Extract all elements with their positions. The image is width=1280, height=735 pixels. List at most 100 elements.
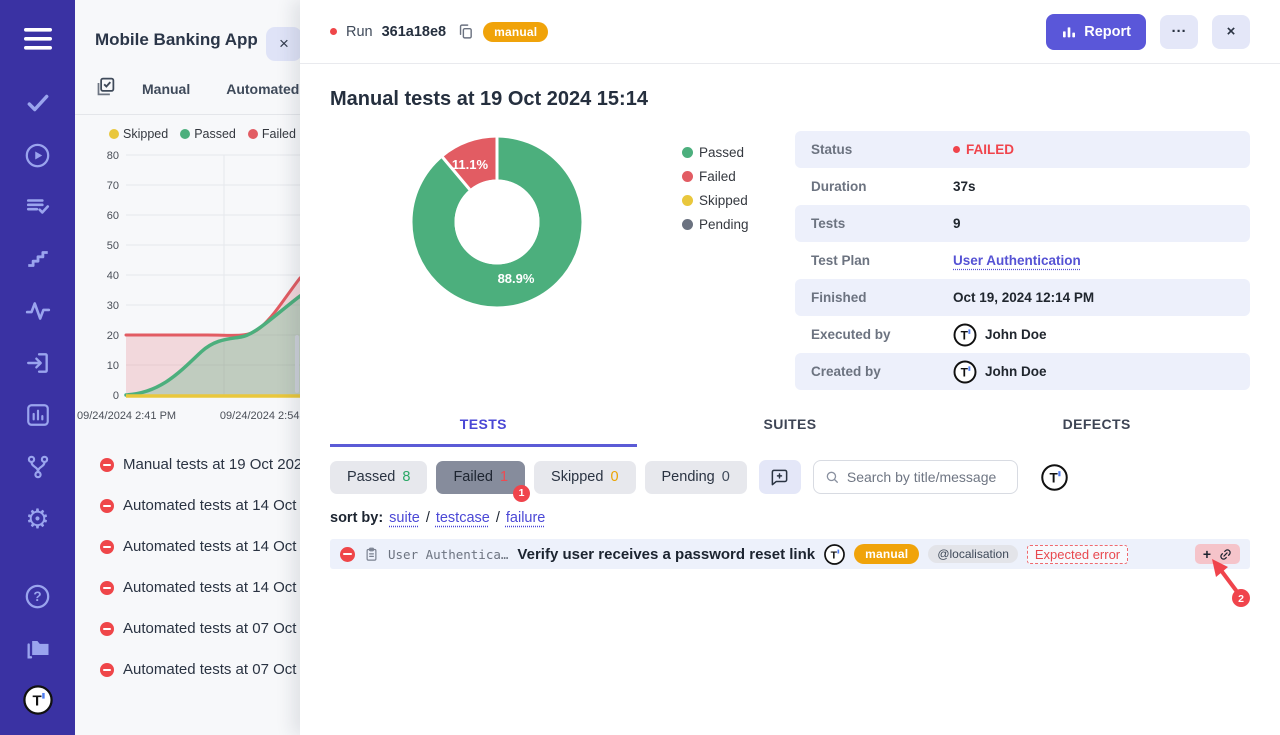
tab-automated[interactable]: Automated bbox=[226, 81, 299, 97]
report-chart-icon bbox=[1061, 24, 1077, 40]
report-button[interactable]: Report bbox=[1046, 14, 1146, 50]
run-type-badge: manual bbox=[483, 22, 548, 42]
skipped-dot bbox=[109, 129, 119, 139]
svg-text:50: 50 bbox=[107, 240, 119, 252]
close-run-button[interactable]: × bbox=[1212, 15, 1250, 49]
summary-row-created-by: Created by TJohn Doe bbox=[795, 353, 1250, 390]
avatar: T bbox=[953, 323, 977, 347]
filter-skipped-button[interactable]: Skipped0 bbox=[534, 461, 635, 494]
failed-minus-icon bbox=[100, 663, 114, 677]
run-list-item[interactable]: Automated tests at 14 Oct 2024 bbox=[75, 526, 300, 567]
failed-minus-icon bbox=[100, 581, 114, 595]
bar-chart-icon[interactable] bbox=[23, 400, 53, 430]
svg-text:T: T bbox=[831, 549, 838, 561]
legend-failed: Failed bbox=[682, 169, 749, 184]
summary-row-duration: Duration 37s bbox=[795, 168, 1250, 205]
search-input[interactable] bbox=[847, 469, 1006, 485]
project-panel-close-button[interactable]: × bbox=[266, 27, 302, 61]
steps-icon[interactable] bbox=[23, 244, 53, 274]
run-detail-panel: Run 361a18e8 manual Report ··· × Manual … bbox=[300, 0, 1280, 735]
summary-row-executed-by: Executed by TJohn Doe bbox=[795, 316, 1250, 353]
more-actions-button[interactable]: ··· bbox=[1160, 15, 1198, 49]
annotation-step-1: 1 bbox=[513, 485, 530, 502]
sign-in-icon[interactable] bbox=[23, 348, 53, 378]
svg-text:10: 10 bbox=[107, 360, 119, 372]
svg-text:40: 40 bbox=[107, 270, 119, 282]
panel-scrollbar[interactable] bbox=[295, 335, 299, 393]
failed-minus-icon bbox=[100, 540, 114, 554]
filter-failed-button[interactable]: Failed11 bbox=[436, 461, 525, 494]
failed-minus-icon bbox=[100, 499, 114, 513]
run-summary-table: Status FAILED Duration 37s Tests 9 Test … bbox=[795, 131, 1250, 390]
select-runs-icon[interactable] bbox=[95, 76, 116, 102]
failed-dot bbox=[953, 146, 960, 153]
git-branch-icon[interactable] bbox=[23, 452, 53, 482]
status-badge: FAILED bbox=[953, 142, 1014, 157]
tab-tests[interactable]: TESTS bbox=[330, 416, 637, 447]
legend-passed: Passed bbox=[180, 127, 236, 141]
copy-run-id-button[interactable] bbox=[457, 23, 474, 40]
legend-passed: Passed bbox=[682, 145, 749, 160]
help-circle-icon[interactable]: ? bbox=[23, 581, 53, 611]
result-donut-chart: 11.1% 88.9% bbox=[402, 127, 592, 322]
project-tabs: Manual Automated bbox=[75, 50, 300, 115]
svg-text:0: 0 bbox=[113, 390, 119, 402]
comment-filter-button[interactable] bbox=[759, 460, 801, 494]
activity-icon[interactable] bbox=[23, 296, 53, 326]
legend-skipped: Skipped bbox=[682, 193, 749, 208]
sort-by-suite-link[interactable]: suite bbox=[389, 510, 420, 526]
filter-passed-button[interactable]: Passed8 bbox=[330, 461, 427, 494]
icon-sidebar: ⚙ ? T bbox=[0, 0, 75, 735]
svg-text:80: 80 bbox=[107, 150, 119, 162]
play-circle-icon[interactable] bbox=[23, 140, 53, 170]
svg-text:60: 60 bbox=[107, 210, 119, 222]
skipped-count: 0 bbox=[610, 469, 618, 485]
run-label: Run bbox=[346, 24, 373, 40]
svg-text:T: T bbox=[1049, 470, 1058, 485]
app-window: ⚙ ? T Mobile Banking App × Manual Automa… bbox=[0, 0, 1280, 735]
avatar: T bbox=[953, 360, 977, 384]
check-icon[interactable] bbox=[23, 88, 53, 118]
ellipsis-icon: ··· bbox=[1172, 23, 1187, 40]
test-result-row[interactable]: User Authentica… Verify user receives a … bbox=[330, 539, 1250, 569]
run-status-dot bbox=[330, 28, 337, 35]
run-list-item[interactable]: Manual tests at 19 Oct 2024 bbox=[75, 444, 300, 485]
link-icon[interactable] bbox=[1216, 545, 1234, 563]
tab-suites[interactable]: SUITES bbox=[637, 416, 944, 447]
tab-manual[interactable]: Manual bbox=[142, 81, 190, 97]
filters-bar: Passed8 Failed11 Skipped0 Pending0 T bbox=[300, 447, 1280, 494]
menu-icon[interactable] bbox=[23, 24, 53, 54]
filter-pending-button[interactable]: Pending0 bbox=[645, 461, 747, 494]
add-defect-button[interactable]: + bbox=[1203, 547, 1211, 561]
assignee-avatar: T bbox=[824, 544, 845, 565]
summary-row-test-plan: Test Plan User Authentication bbox=[795, 242, 1250, 279]
test-tag[interactable]: @localisation bbox=[928, 545, 1018, 563]
folders-icon[interactable] bbox=[23, 633, 53, 663]
app-logo[interactable]: T bbox=[23, 685, 53, 715]
donut-legend: Passed Failed Skipped Pending bbox=[682, 145, 749, 232]
sort-by-failure-link[interactable]: failure bbox=[506, 510, 546, 526]
error-badge[interactable]: Expected error bbox=[1027, 545, 1128, 564]
tab-defects[interactable]: DEFECTS bbox=[943, 416, 1250, 447]
run-list-item[interactable]: Automated tests at 07 Oct 2024 bbox=[75, 649, 300, 690]
run-list-item[interactable]: Automated tests at 14 Oct 2024 bbox=[75, 485, 300, 526]
run-id: 361a18e8 bbox=[382, 24, 447, 40]
assignee-filter-avatar[interactable]: T bbox=[1041, 464, 1068, 491]
suite-name[interactable]: User Authentica… bbox=[388, 547, 508, 562]
svg-text:2: 2 bbox=[1238, 593, 1244, 605]
failed-dot bbox=[248, 129, 258, 139]
legend-failed: Failed bbox=[248, 127, 296, 141]
skipped-dot bbox=[682, 195, 693, 206]
run-list-item[interactable]: Automated tests at 07 Oct 2024 bbox=[75, 608, 300, 649]
passed-dot bbox=[180, 129, 190, 139]
gear-icon[interactable]: ⚙ bbox=[23, 504, 53, 534]
failed-count: 1 bbox=[500, 469, 508, 485]
x-label-start: 09/24/2024 2:41 PM bbox=[77, 410, 176, 422]
test-plan-link[interactable]: User Authentication bbox=[953, 253, 1081, 268]
run-list-item[interactable]: Automated tests at 14 Oct 2024 bbox=[75, 567, 300, 608]
run-title: Manual tests at 19 Oct 2024 15:14 bbox=[300, 64, 1280, 111]
test-title[interactable]: Verify user receives a password reset li… bbox=[517, 546, 815, 563]
row-actions: + bbox=[1195, 544, 1240, 564]
list-check-icon[interactable] bbox=[23, 192, 53, 222]
sort-by-testcase-link[interactable]: testcase bbox=[436, 510, 490, 526]
